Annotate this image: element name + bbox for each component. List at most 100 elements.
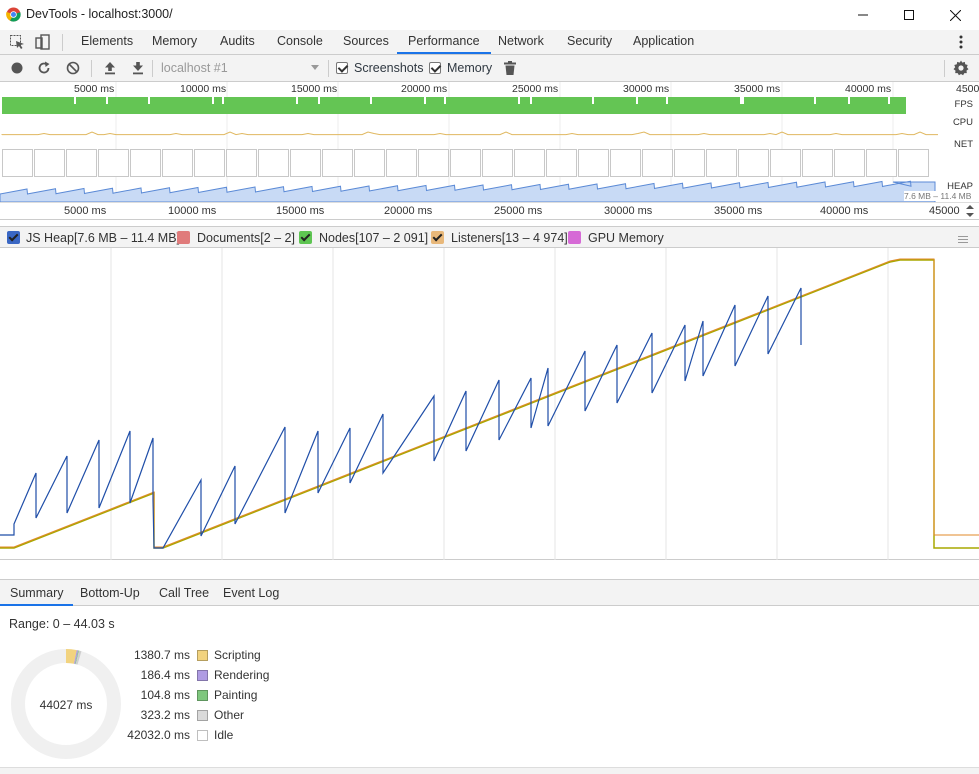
fps-bar (834, 97, 836, 114)
fps-bar (614, 97, 616, 114)
summary-value: 104.8 ms (140, 688, 190, 702)
fps-bar (366, 97, 368, 114)
fps-bar (528, 97, 530, 114)
inspect-cursor-icon (10, 35, 24, 49)
fps-bar (596, 97, 598, 114)
fps-bar (464, 97, 466, 114)
fps-bar (116, 97, 118, 114)
fps-bar (484, 97, 486, 114)
fps-bar (2, 97, 4, 114)
tab-console[interactable]: Console (277, 34, 323, 48)
capture-settings-button[interactable] (953, 60, 969, 76)
fps-bar (334, 97, 336, 114)
tab-network[interactable]: Network (498, 34, 544, 48)
customize-menu-button[interactable] (953, 34, 969, 50)
fps-bar (552, 97, 554, 114)
collect-garbage-button[interactable] (502, 60, 518, 76)
minimize-button[interactable] (840, 0, 886, 30)
tab-application[interactable]: Application (633, 34, 695, 48)
ruler-label: 35000 ms (714, 205, 763, 217)
fps-bar (550, 97, 552, 114)
load-profile-button[interactable] (102, 60, 118, 76)
close-window-button[interactable] (932, 0, 978, 30)
fps-bar (642, 97, 644, 114)
fps-bar (770, 97, 772, 114)
profile-select[interactable]: localhost #1 (161, 61, 321, 76)
fps-bar (426, 97, 428, 114)
documents-checkbox[interactable] (177, 231, 190, 244)
fps-bar (430, 97, 432, 114)
fps-bar (296, 104, 298, 114)
tab-memory[interactable]: Memory (152, 34, 198, 48)
fps-bar (86, 97, 88, 114)
screenshot-frame (866, 149, 897, 177)
fps-bar (328, 97, 330, 114)
fps-bar (222, 104, 224, 114)
screenshots-checkbox[interactable] (336, 62, 348, 74)
tab-elements[interactable]: Elements (81, 34, 134, 48)
ruler-label: 20000 ms (384, 205, 433, 217)
fps-bar (902, 97, 904, 114)
fps-bar (530, 104, 532, 114)
device-toolbar-button[interactable] (35, 34, 51, 50)
fps-bar (790, 97, 792, 114)
inspect-element-button[interactable] (9, 34, 25, 50)
fps-bar (362, 97, 364, 114)
reload-record-button[interactable] (36, 60, 52, 76)
js-heap-checkbox[interactable] (7, 231, 20, 244)
clear-button[interactable] (65, 60, 81, 76)
fps-bar (30, 97, 32, 114)
fps-bar (630, 97, 632, 114)
fps-bar (750, 97, 752, 114)
fps-bar (62, 97, 64, 114)
nodes-checkbox[interactable] (299, 231, 312, 244)
fps-bar (832, 97, 834, 114)
timeline-overview[interactable]: 5000 ms 10000 ms 15000 ms 20000 ms 25000… (0, 82, 979, 220)
tab-sources[interactable]: Sources (343, 34, 389, 48)
fps-bar (442, 97, 444, 114)
record-button[interactable] (9, 60, 25, 76)
fps-bar (868, 97, 870, 114)
fps-bar (780, 97, 782, 114)
fps-bar (326, 97, 328, 114)
overview-scroll-arrows[interactable] (964, 203, 976, 219)
fps-bar (76, 97, 78, 114)
memory-checkbox[interactable] (429, 62, 441, 74)
screenshot-frame (482, 149, 513, 177)
fps-bar (610, 97, 612, 114)
fps-bar (488, 97, 490, 114)
maximize-button[interactable] (886, 0, 932, 30)
counter-graph[interactable] (0, 248, 979, 560)
save-profile-button[interactable] (130, 60, 146, 76)
tab-call-tree[interactable]: Call Tree (159, 586, 210, 600)
drag-handle[interactable] (958, 233, 968, 243)
fps-bar (258, 97, 260, 114)
fps-bar (700, 97, 702, 114)
window-title: DevTools - localhost:3000/ (26, 7, 173, 21)
fps-bar (130, 97, 132, 114)
fps-bar (824, 97, 826, 114)
fps-bar (214, 97, 216, 114)
listeners-checkbox[interactable] (431, 231, 444, 244)
heap-area (0, 180, 936, 203)
tab-event-log[interactable]: Event Log (223, 586, 280, 600)
fps-bar (286, 97, 288, 114)
ruler-label: 10000 ms (180, 83, 227, 95)
fps-bar (36, 97, 38, 114)
fps-bar (72, 97, 74, 114)
tab-audits[interactable]: Audits (220, 34, 255, 48)
tab-summary[interactable]: Summary (0, 580, 74, 606)
fps-bar (266, 97, 268, 114)
fps-bar (764, 97, 766, 114)
fps-bar (570, 97, 572, 114)
screenshot-frame (322, 149, 353, 177)
fps-bar (208, 97, 210, 114)
tab-performance[interactable]: Performance (397, 30, 491, 54)
pie-slice-other (75, 650, 82, 665)
net-track-label: NET (954, 139, 973, 150)
tab-security[interactable]: Security (567, 34, 613, 48)
tab-bottom-up[interactable]: Bottom-Up (80, 586, 140, 600)
fps-bar (624, 97, 626, 114)
overview-canvas (0, 82, 979, 203)
gpu-memory-checkbox[interactable] (568, 231, 581, 244)
